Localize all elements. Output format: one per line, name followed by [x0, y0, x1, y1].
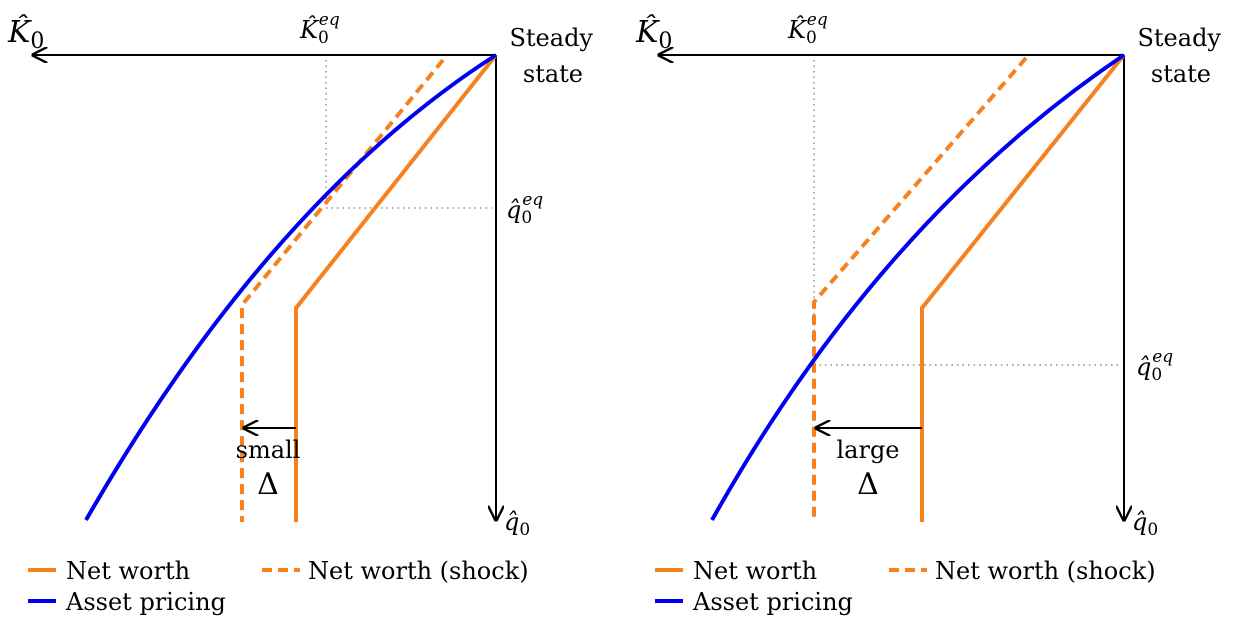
legend-asset-pricing-label-right: Asset pricing: [692, 588, 853, 616]
panel-right: large Δ K̂0 K̂0eq Steady state q̂0eq q̂0…: [635, 10, 1221, 616]
k0eq-label-left: K̂0eq: [299, 10, 340, 48]
asset-pricing-curve-right: [710, 53, 1126, 521]
net-worth-curve-left: [294, 53, 498, 522]
k0eq-label-right: K̂0eq: [787, 10, 828, 48]
legend-net-worth-shock-label-right: Net worth (shock): [935, 557, 1156, 585]
q0-label-left: q̂0: [504, 508, 530, 540]
q0eq-label-right: q̂0eq: [1136, 347, 1173, 385]
steady-state-label-right-1: Steady: [1137, 24, 1221, 52]
steady-state-label-right-2: state: [1151, 60, 1211, 88]
panel-left: small Δ K̂0 K̂0eq Steady state q̂0eq q̂0…: [7, 10, 593, 616]
legend-net-worth-shock-label-left: Net worth (shock): [308, 557, 529, 585]
legend-net-worth-label-right: Net worth: [693, 557, 817, 585]
net-worth-shock-curve-left: [240, 58, 445, 522]
legend-asset-pricing-label-left: Asset pricing: [65, 588, 226, 616]
legend-net-worth-label-left: Net worth: [66, 557, 190, 585]
delta-word-right: large: [836, 436, 899, 464]
net-worth-curve-right: [920, 53, 1126, 522]
delta-word-left: small: [236, 436, 301, 464]
steady-state-label-left-2: state: [523, 60, 583, 88]
q0-label-right: q̂0: [1132, 508, 1158, 540]
steady-state-label-left-1: Steady: [509, 24, 593, 52]
k0-label-left: K̂0: [7, 15, 44, 54]
k0-label-right: K̂0: [635, 15, 672, 54]
delta-symbol-right: Δ: [857, 467, 879, 502]
net-worth-shock-curve-right: [812, 56, 1028, 522]
delta-symbol-left: Δ: [257, 467, 279, 502]
q0eq-label-left: q̂0eq: [506, 190, 543, 228]
asset-pricing-curve-left: [84, 53, 498, 521]
